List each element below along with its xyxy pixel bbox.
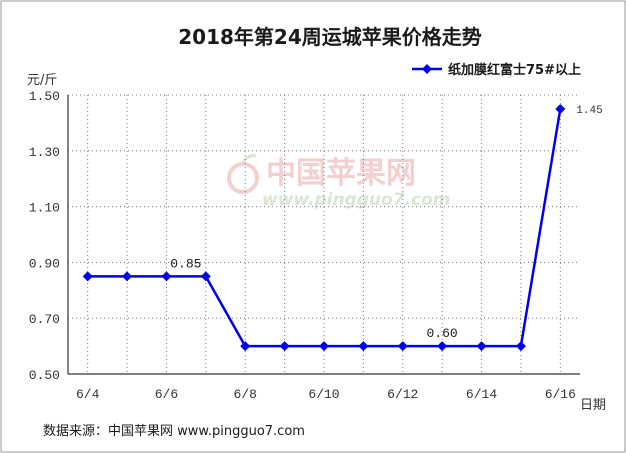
- x-tick-label: 6/4: [76, 387, 100, 402]
- y-tick-label: 0.70: [29, 312, 60, 327]
- data-point-marker: [240, 341, 251, 352]
- x-tick-label: 6/12: [387, 387, 418, 402]
- data-point-marker: [319, 341, 329, 352]
- data-point-marker: [161, 271, 172, 282]
- data-point-marker: [397, 341, 408, 352]
- x-tick-label: 6/8: [234, 387, 257, 402]
- legend-diamond-icon: [422, 64, 432, 74]
- chart-title: 2018年第24周运城苹果价格走势: [178, 25, 482, 49]
- x-axis-label: 日期: [580, 398, 606, 413]
- y-tick-label: 1.50: [29, 89, 60, 104]
- data-point-marker: [476, 341, 487, 352]
- apple-logo-icon: [227, 154, 259, 194]
- data-labels: 0.85 0.60 1.45: [170, 105, 602, 341]
- series-layer: [82, 103, 566, 352]
- watermark-cn-text: 中国苹果网: [266, 156, 416, 191]
- x-tick-label: 6/16: [545, 387, 576, 402]
- watermark: 中国苹果网 www.pingguo7.com: [227, 154, 450, 210]
- data-point-marker: [279, 341, 290, 352]
- data-point-marker: [437, 341, 448, 352]
- y-tick-label: 0.90: [29, 256, 60, 271]
- x-tick-label: 6/6: [155, 387, 178, 402]
- legend: 纸加膜红富士75#以上: [412, 62, 581, 78]
- y-tick-label: 1.30: [29, 145, 60, 160]
- legend-label: 纸加膜红富士75#以上: [448, 62, 581, 78]
- data-point-marker: [358, 341, 369, 352]
- x-tick-label: 6/14: [466, 387, 497, 402]
- y-tick-label: 0.50: [29, 368, 60, 383]
- data-point-marker: [515, 341, 526, 352]
- data-label: 1.45: [576, 105, 602, 117]
- axes: 0.50 0.70 0.90 1.10 1.30 1.50 6/4 6/6 6/8 6/10 6/1…: [29, 89, 580, 402]
- source-note: 数据来源：中国苹果网 www.pingguo7.com: [43, 424, 305, 439]
- y-axis-unit-label: 元/斤: [27, 73, 57, 88]
- data-point-marker: [200, 271, 211, 282]
- data-label: 0.60: [427, 326, 458, 341]
- data-point-marker: [122, 271, 133, 282]
- data-point-marker: [555, 103, 566, 114]
- gridlines: [68, 94, 580, 374]
- data-label: 0.85: [170, 256, 201, 271]
- watermark-url-text: www.pingguo7.com: [262, 190, 450, 210]
- x-tick-label: 6/10: [308, 387, 339, 402]
- data-point-marker: [82, 271, 93, 282]
- y-tick-label: 1.10: [29, 201, 60, 216]
